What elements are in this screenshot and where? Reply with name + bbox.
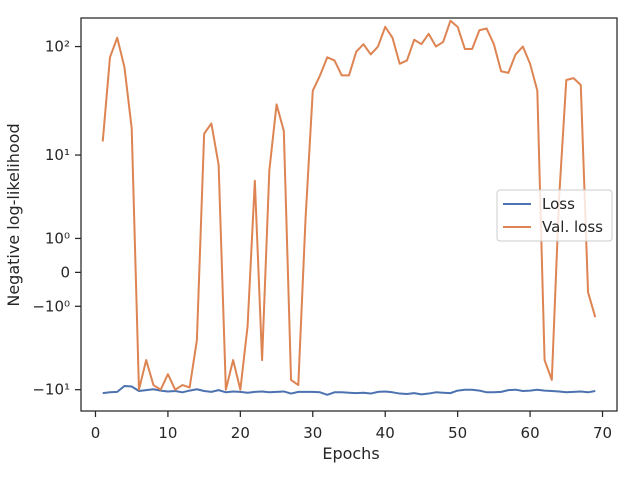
x-tick-label: 20 [231,424,250,442]
series-line-val-loss [101,19,597,391]
x-axis-label: Epochs [322,444,379,463]
x-tick-label: 50 [448,424,467,442]
x-tick-label: 60 [521,424,540,442]
series-layer [101,19,597,396]
x-tick-label: 10 [158,424,177,442]
x-tick-label: 30 [303,424,322,442]
legend: Loss Val. loss [496,189,613,242]
y-tick-label: 10² [45,38,70,56]
y-tick-label: 0 [60,263,70,281]
legend-box [496,189,613,242]
legend-label: Val. loss [542,218,603,236]
x-tick-label: 40 [376,424,395,442]
x-tick-label: 0 [91,424,101,442]
y-axis-label: Negative log-likelihood [4,123,23,306]
x-axis-ticks: 0 10 20 30 40 50 60 70 [91,411,612,442]
x-tick-label: 70 [593,424,612,442]
y-tick-label: 10⁰ [45,229,70,247]
y-tick-label: −10¹ [32,381,70,399]
y-axis-ticks: −10¹ −10⁰ 0 10⁰ 10¹ 10² [32,38,81,399]
legend-label: Loss [542,195,575,213]
series-line-loss [102,385,596,396]
y-tick-label: 10¹ [45,146,70,164]
y-tick-label: −10⁰ [32,297,70,315]
